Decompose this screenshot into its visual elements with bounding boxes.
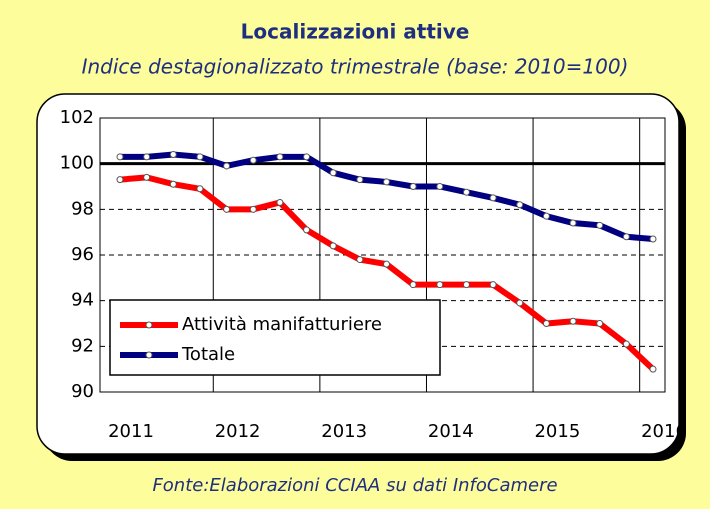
data-point <box>542 320 550 327</box>
data-point <box>223 162 231 170</box>
data-point <box>169 180 177 188</box>
data-point <box>329 242 337 250</box>
data-point <box>356 176 364 184</box>
data-point <box>249 205 257 213</box>
data-point <box>223 205 231 213</box>
chart-subtitle: Indice destagionalizzato trimestrale (ba… <box>82 55 629 79</box>
data-point <box>196 153 204 161</box>
data-point <box>356 256 364 264</box>
y-tick-label: 94 <box>71 290 94 311</box>
y-tick-label: 92 <box>71 335 94 356</box>
data-point <box>276 198 284 206</box>
data-point <box>569 219 577 227</box>
x-tick-label: 2014 <box>428 421 474 442</box>
data-point <box>649 235 657 243</box>
data-point <box>409 183 417 190</box>
data-point <box>116 153 124 161</box>
data-point <box>569 317 577 325</box>
legend-label: Attività manifatturiere <box>182 314 382 335</box>
legend: Attività manifatturiere Totale <box>109 299 441 376</box>
data-point <box>143 173 151 181</box>
data-point <box>596 320 604 327</box>
data-point <box>116 176 124 184</box>
data-point <box>436 281 444 289</box>
legend-box <box>109 299 441 376</box>
data-point <box>196 185 204 193</box>
data-point <box>383 260 390 268</box>
data-point <box>436 183 444 190</box>
data-point <box>622 340 630 348</box>
data-point <box>143 153 151 161</box>
data-point <box>489 281 497 289</box>
legend-label: Totale <box>181 344 235 365</box>
data-point <box>489 194 497 202</box>
data-point <box>409 281 417 289</box>
data-point <box>462 281 470 289</box>
data-point <box>303 153 311 161</box>
x-tick-label: 2012 <box>215 421 261 442</box>
data-point <box>329 169 337 177</box>
y-tick-label: 102 <box>60 107 94 128</box>
y-tick-label: 96 <box>71 244 94 265</box>
data-point <box>383 178 390 186</box>
legend-marker <box>145 321 153 329</box>
data-point <box>516 299 524 307</box>
data-point <box>542 212 550 220</box>
data-point <box>276 153 284 161</box>
legend-marker <box>145 351 153 359</box>
y-tick-label: 100 <box>60 153 94 174</box>
data-point <box>169 151 177 159</box>
x-tick-label: 2013 <box>321 421 367 442</box>
data-point <box>649 365 657 373</box>
data-point <box>596 221 604 229</box>
data-point <box>462 188 470 196</box>
data-point <box>516 201 524 209</box>
data-point <box>622 233 630 241</box>
chart-title: Localizzazioni attive <box>241 20 470 44</box>
data-point <box>249 156 257 164</box>
y-tick-label: 90 <box>71 381 94 402</box>
data-point <box>303 226 311 234</box>
x-tick-label: 2011 <box>108 421 154 442</box>
y-tick-label: 98 <box>71 198 94 219</box>
x-tick-label: 2016 <box>641 421 687 442</box>
x-tick-label: 2015 <box>534 421 580 442</box>
source-note: Fonte:Elaborazioni CCIAA su dati InfoCam… <box>152 475 557 496</box>
